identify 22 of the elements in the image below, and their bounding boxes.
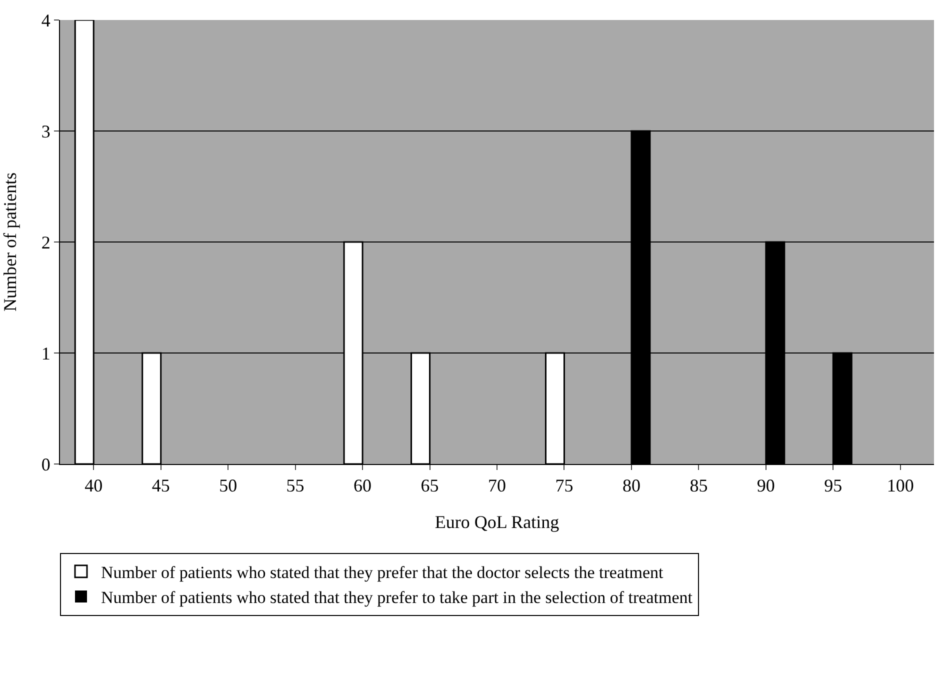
x-tick-label: 55: [286, 476, 304, 496]
x-tick-label: 85: [690, 476, 708, 496]
legend-label: Number of patients who stated that they prefer that the doctor selects the treatment: [101, 562, 664, 582]
y-tick-label: 1: [41, 343, 50, 364]
x-tick-label: 95: [824, 476, 842, 496]
x-tick-label: 40: [84, 476, 103, 496]
y-tick-label: 4: [41, 10, 50, 30]
legend-label: Number of patients who stated that they prefer to take part in the selection of treatment: [101, 588, 693, 608]
x-tick-label: 100: [886, 476, 914, 496]
x-tick-label: 60: [354, 476, 372, 496]
x-tick-label: 90: [756, 476, 775, 496]
x-tick-label: 65: [420, 476, 439, 496]
x-axis-title: Euro QoL Rating: [434, 512, 560, 532]
y-tick-label: 0: [41, 454, 50, 474]
x-tick-label: 80: [622, 476, 640, 496]
y-axis-title: Number of patients: [0, 172, 20, 312]
x-tick-label: 45: [152, 476, 170, 496]
x-tick-label: 50: [219, 476, 238, 496]
y-tick-label: 3: [41, 121, 50, 142]
x-tick-label: 70: [488, 476, 506, 496]
y-tick-label: 2: [41, 232, 50, 252]
x-tick-label: 75: [555, 476, 574, 496]
